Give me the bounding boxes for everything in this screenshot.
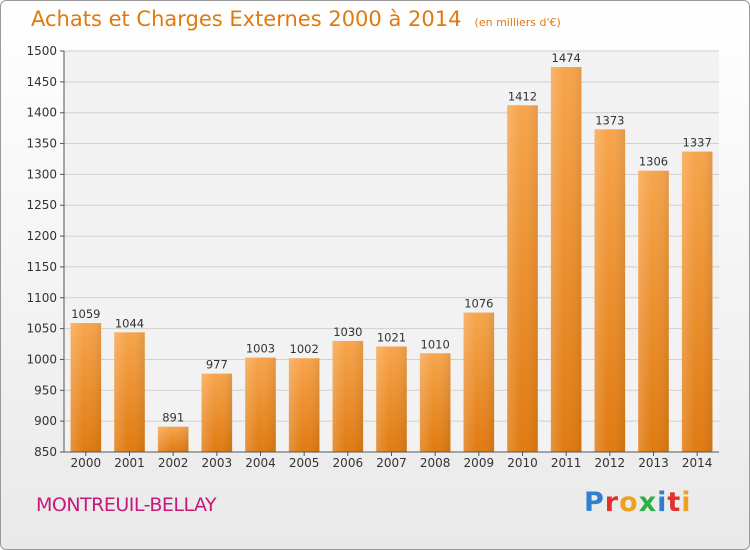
y-tick-label: 1350 — [26, 137, 57, 151]
x-tick-label: 2007 — [376, 456, 407, 470]
x-tick-label: 2009 — [464, 456, 495, 470]
bar-value-label: 1076 — [464, 297, 493, 311]
y-tick-label: 1200 — [26, 229, 57, 243]
bar-value-label: 1474 — [552, 51, 581, 65]
y-tick-label: 1000 — [26, 352, 57, 366]
bar-layer: 1059 1044 891 977 1003 1002 1030 1021 1010 1076 14… — [70, 51, 713, 452]
y-tick-label: 950 — [34, 383, 57, 397]
bar-shine — [550, 67, 582, 452]
x-tick-label: 2001 — [114, 456, 145, 470]
location-label: MONTREUIL-BELLAY — [36, 494, 217, 516]
bar-group: 1010 — [419, 337, 451, 452]
bar-shine — [376, 346, 407, 452]
chart-title: Achats et Charges Externes 2000 à 2014 — [31, 7, 462, 31]
x-tick-label: 2002 — [158, 456, 189, 470]
bar-group: 1059 — [70, 307, 102, 452]
bar-value-label: 977 — [206, 358, 228, 372]
y-tick-label: 1450 — [26, 75, 57, 89]
bar-shine — [681, 151, 713, 452]
bar-shine — [201, 373, 233, 452]
bar-group: 1030 — [332, 325, 364, 452]
logo-letter: i — [657, 487, 668, 518]
bar-value-label: 1030 — [333, 325, 362, 339]
y-tick-label: 850 — [34, 445, 57, 459]
bar-value-label: 1306 — [639, 155, 668, 169]
bar-group: 1373 — [594, 113, 626, 452]
x-tick-label: 2008 — [420, 456, 451, 470]
bar-value-label: 1003 — [246, 342, 275, 356]
bar-shine — [507, 105, 538, 452]
bar-value-label: 1337 — [683, 136, 712, 150]
bar-group: 1076 — [463, 297, 495, 452]
title-row: Achats et Charges Externes 2000 à 2014 (… — [31, 7, 561, 31]
bar-shine — [419, 353, 451, 452]
y-tick-label: 1300 — [26, 167, 57, 181]
bar-group: 977 — [201, 358, 233, 452]
proxiti-logo[interactable]: Proxiti — [584, 487, 692, 518]
y-tick-label: 900 — [34, 414, 57, 428]
logo-letter: r — [604, 487, 620, 518]
y-tick-label: 1050 — [26, 322, 57, 336]
bar-group: 891 — [157, 411, 189, 452]
logo-letter: o — [619, 487, 639, 518]
bar-shine — [638, 170, 669, 452]
x-tick-label: 2013 — [638, 456, 669, 470]
x-tick-label: 2000 — [71, 456, 102, 470]
bar-shine — [288, 358, 320, 452]
bar-shine — [594, 129, 626, 452]
bar-value-label: 891 — [162, 411, 184, 425]
bar-shine — [70, 323, 102, 452]
logo-letter: i — [681, 487, 692, 518]
bar-shine — [332, 340, 364, 452]
logo-letter: t — [667, 487, 682, 518]
x-tick-label: 2012 — [595, 456, 626, 470]
x-tick-label: 2014 — [682, 456, 713, 470]
y-tick-label: 1150 — [26, 260, 57, 274]
bar-shine — [157, 426, 189, 452]
chart-subtitle: (en milliers d'€) — [474, 16, 561, 29]
bar-group: 1412 — [507, 89, 538, 452]
axis-layer: 850 900 950 1000 1050 1100 1150 1200 1250 1300 135… — [26, 44, 719, 470]
y-tick-label: 1500 — [26, 44, 57, 58]
bar-value-label: 1021 — [377, 331, 406, 345]
bar-shine — [463, 312, 495, 452]
x-tick-label: 2011 — [551, 456, 582, 470]
logo-letter: P — [584, 487, 605, 518]
bar-group: 1306 — [638, 155, 669, 452]
y-tick-label: 1250 — [26, 198, 57, 212]
x-tick-label: 2006 — [333, 456, 364, 470]
bar-group: 1002 — [288, 342, 320, 452]
bar-group: 1044 — [114, 316, 145, 452]
bar-group: 1003 — [245, 342, 276, 452]
bar-shine — [114, 332, 145, 452]
y-tick-label: 1400 — [26, 106, 57, 120]
bar-group: 1021 — [376, 331, 407, 452]
bar-value-label: 1373 — [595, 113, 624, 127]
x-tick-label: 2010 — [507, 456, 538, 470]
x-tick-label: 2004 — [245, 456, 276, 470]
bar-value-label: 1044 — [115, 316, 144, 330]
y-tick-label: 1100 — [26, 291, 57, 305]
logo-letter: x — [638, 487, 658, 518]
bar-value-label: 1002 — [290, 342, 319, 356]
x-tick-label: 2003 — [202, 456, 233, 470]
bar-value-label: 1412 — [508, 89, 537, 103]
bar-value-label: 1010 — [421, 337, 450, 351]
x-tick-label: 2005 — [289, 456, 320, 470]
bar-value-label: 1059 — [71, 307, 100, 321]
bar-shine — [245, 357, 276, 452]
bar-group: 1337 — [681, 136, 713, 452]
bar-group: 1474 — [550, 51, 582, 452]
